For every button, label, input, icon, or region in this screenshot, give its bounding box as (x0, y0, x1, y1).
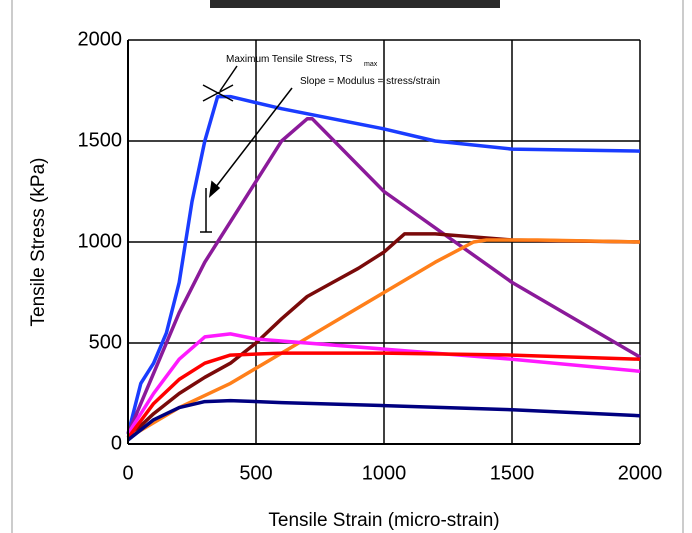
annotation-marks (200, 65, 293, 233)
annotation: Maximum Tensile Stress, TS (226, 54, 353, 65)
x-tick-label: 1000 (362, 462, 407, 484)
y-tick-label: 1500 (78, 129, 123, 151)
annotation-subscript: max (364, 61, 378, 68)
x-tick-label: 1500 (490, 462, 535, 484)
arrow-head (208, 180, 221, 198)
series-lines (126, 94, 641, 442)
y-tick-label: 1000 (78, 230, 123, 252)
x-tick-label: 500 (239, 462, 272, 484)
x-tick-label: 0 (122, 462, 133, 484)
series-line (126, 94, 641, 435)
series-line (126, 232, 641, 440)
series-line (127, 238, 641, 440)
y-axis-title: Tensile Stress (kPa) (28, 158, 49, 327)
peak-cross (202, 84, 234, 102)
series-line (126, 398, 641, 442)
y-tick-label: 0 (111, 432, 122, 454)
arrow (211, 87, 293, 193)
x-axis-title: Tensile Strain (micro-strain) (268, 510, 499, 531)
arrow (219, 65, 238, 92)
series-line (126, 351, 641, 439)
y-tick-label: 500 (89, 331, 122, 353)
series-line (126, 117, 641, 435)
y-tick-label: 2000 (78, 28, 123, 50)
annotation: Slope = Modulus = stress/strain (300, 76, 440, 87)
x-tick-label: 2000 (618, 462, 663, 484)
photo-strip (210, 0, 500, 8)
